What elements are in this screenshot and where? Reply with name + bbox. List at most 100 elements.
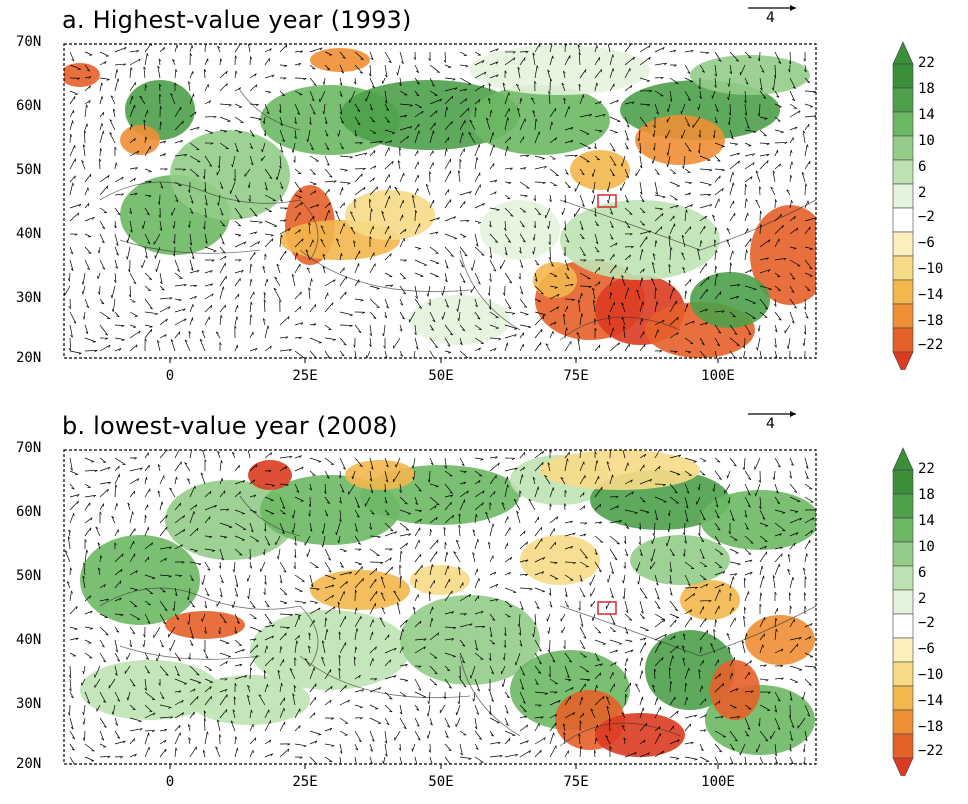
lat-label: 20N <box>16 350 41 366</box>
anomaly-shade <box>80 535 200 625</box>
lat-label: 30N <box>16 696 41 712</box>
colorbar-bin <box>893 494 913 518</box>
colorbar-top-arrow <box>893 448 913 470</box>
colorbar-label: −22 <box>918 337 943 353</box>
anomaly-shade <box>310 48 370 72</box>
lat-label: 30N <box>16 290 41 306</box>
map-area <box>0 406 968 804</box>
colorbar-bin <box>893 590 913 614</box>
anomaly-shade <box>120 125 160 155</box>
colorbar-label: 10 <box>918 133 935 149</box>
panel-b: b. lowest-value year (2008) 70N 60N 50N … <box>0 406 968 804</box>
anomaly-shade <box>690 55 810 95</box>
anomaly-shade <box>165 611 245 639</box>
lon-label: 0 <box>166 368 174 384</box>
anomaly-shade <box>630 535 730 585</box>
anomaly-shade <box>60 63 100 87</box>
lon-label: 50E <box>428 368 453 384</box>
anomaly-shade <box>410 295 510 345</box>
colorbar-label: −10 <box>918 261 943 277</box>
colorbar-bin <box>893 304 913 328</box>
colorbar-label: −10 <box>918 667 943 683</box>
lat-label: 40N <box>16 226 41 242</box>
colorbar-label: 2 <box>918 185 926 201</box>
colorbar-bin <box>893 734 913 758</box>
colorbar-label: 14 <box>918 107 935 123</box>
reference-vector-label: 4 <box>766 416 775 432</box>
colorbar-bin <box>893 88 913 112</box>
lon-label: 75E <box>563 368 588 384</box>
colorbar-top-arrow <box>893 42 913 64</box>
map-area <box>0 0 968 398</box>
anomaly-shade <box>560 200 720 280</box>
lat-label: 70N <box>16 440 41 456</box>
colorbar-bin <box>893 470 913 494</box>
colorbar-bottom-arrow <box>893 352 913 370</box>
colorbar-bin <box>893 662 913 686</box>
anomaly-shade <box>533 262 577 298</box>
colorbar-bin <box>893 542 913 566</box>
anomaly-shade <box>180 300 300 340</box>
anomaly-shade <box>520 535 600 585</box>
lat-label: 70N <box>16 34 41 50</box>
anomaly-shade <box>680 580 740 620</box>
colorbar-bin <box>893 280 913 304</box>
panel-a: a. Highest-value year (1993) 70N 60N 50N… <box>0 0 968 398</box>
reference-vector-label: 4 <box>766 10 775 26</box>
colorbar-bottom-arrow <box>893 758 913 776</box>
colorbar-bin <box>893 112 913 136</box>
colorbar-bin <box>893 328 913 352</box>
colorbar-label: 18 <box>918 487 935 503</box>
colorbar-label: −2 <box>918 615 935 631</box>
lon-label: 0 <box>166 774 174 790</box>
anomaly-shade <box>248 460 292 490</box>
colorbar-label: −6 <box>918 235 935 251</box>
lat-label: 60N <box>16 504 41 520</box>
colorbar-bin <box>893 256 913 280</box>
lon-label: 75E <box>563 774 588 790</box>
colorbar-label: 2 <box>918 591 926 607</box>
colorbar-label: −18 <box>918 719 943 735</box>
anomaly-shade <box>690 272 770 328</box>
anomaly-shade <box>745 615 815 665</box>
colorbar-bin <box>893 136 913 160</box>
lon-label: 100E <box>701 774 735 790</box>
colorbar-bin <box>893 638 913 662</box>
colorbar-label: −18 <box>918 313 943 329</box>
colorbar-bin <box>893 64 913 88</box>
colorbar-bin <box>893 208 913 232</box>
lat-label: 40N <box>16 632 41 648</box>
colorbar-bin <box>893 160 913 184</box>
anomaly-shade <box>470 45 650 95</box>
anomaly-shade <box>470 85 610 155</box>
colorbar-label: −2 <box>918 209 935 225</box>
colorbar-label: −14 <box>918 287 943 303</box>
anomaly-shade <box>480 200 560 260</box>
colorbar-bin <box>893 710 913 734</box>
colorbar-label: −14 <box>918 693 943 709</box>
anomaly-shade <box>310 570 410 610</box>
anomaly-shade <box>345 460 415 490</box>
lat-label: 60N <box>16 98 41 114</box>
colorbar-bin <box>893 232 913 256</box>
lat-label: 20N <box>16 756 41 772</box>
colorbar-label: 10 <box>918 539 935 555</box>
colorbar-bin <box>893 566 913 590</box>
lon-label: 25E <box>292 368 317 384</box>
colorbar-label: −22 <box>918 743 943 759</box>
colorbar-bin <box>893 686 913 710</box>
colorbar-label: 6 <box>918 159 926 175</box>
anomaly-shade <box>595 713 685 757</box>
lon-label: 50E <box>428 774 453 790</box>
lon-label: 100E <box>701 368 735 384</box>
colorbar-label: 22 <box>918 55 935 71</box>
colorbar-bin <box>893 518 913 542</box>
colorbar-label: 22 <box>918 461 935 477</box>
colorbar-label: 6 <box>918 565 926 581</box>
colorbar-label: −6 <box>918 641 935 657</box>
wind-vector <box>145 85 146 91</box>
lon-label: 25E <box>292 774 317 790</box>
anomaly-shade <box>635 115 725 165</box>
colorbar-bin <box>893 614 913 638</box>
lat-label: 50N <box>16 162 41 178</box>
